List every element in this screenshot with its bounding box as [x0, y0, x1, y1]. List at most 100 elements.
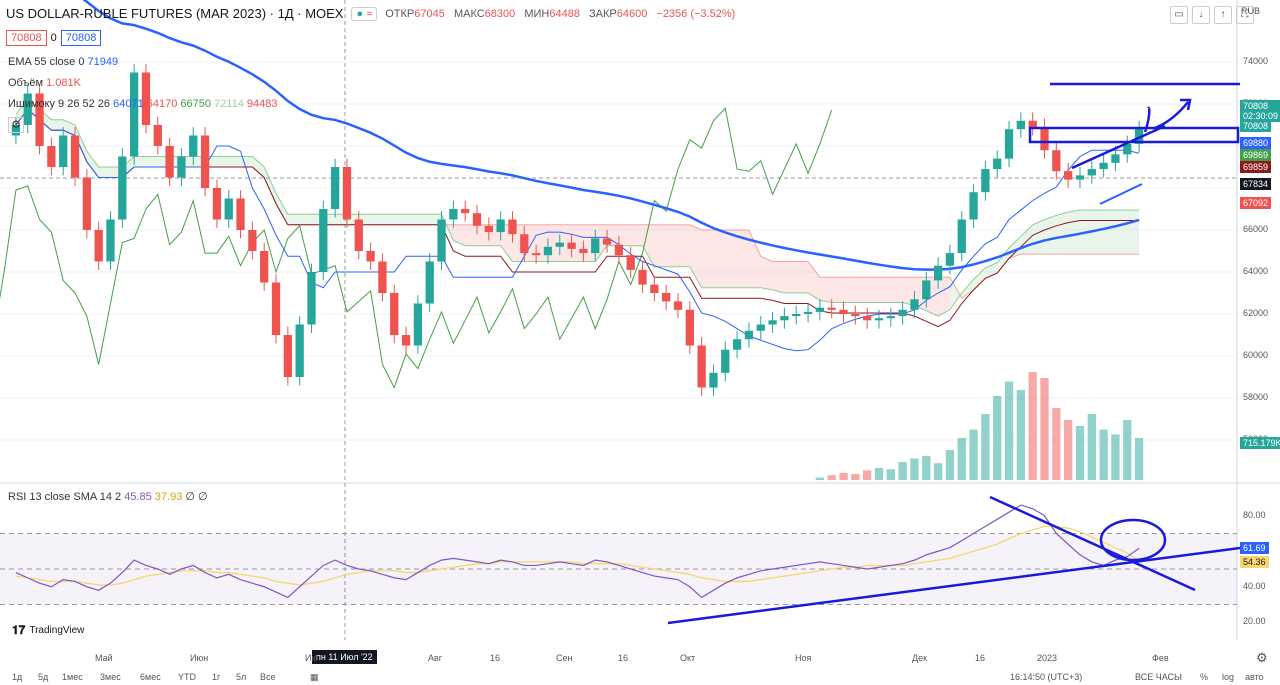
volume-bar [1052, 408, 1061, 480]
crosshair-date: пн 11 Июл '22 [312, 650, 377, 664]
volume-legend[interactable]: Объём 1.081K [8, 77, 81, 89]
candle-body [626, 255, 635, 270]
ichimoku-legend[interactable]: Ишимоку 9 26 52 26 64071 64170 66750 721… [8, 98, 278, 110]
candle-body [496, 219, 505, 233]
rsi-legend[interactable]: RSI 13 close SMA 14 2 45.85 37.93 ∅ ∅ [8, 491, 208, 503]
x-tick-label: Сен [556, 653, 573, 663]
ichimoku-cloud-segment [216, 156, 229, 167]
ichimoku-cloud-segment [796, 261, 809, 293]
ema-legend[interactable]: EMA 55 close 0 71949 [8, 56, 119, 68]
price-tag: 69880 [1240, 137, 1272, 149]
candle-body [271, 282, 281, 335]
volume-bar [874, 468, 884, 480]
candle-body [236, 198, 245, 230]
ema-55-line [82, 0, 1140, 271]
candle-body [697, 345, 706, 388]
candle-body [945, 253, 955, 266]
candle-body [141, 72, 151, 125]
candle-body [401, 335, 411, 346]
tf-5d[interactable]: 5д [38, 672, 49, 682]
ichimoku-cloud-segment [264, 167, 277, 204]
ichimoku-cloud-segment [417, 214, 430, 225]
tf-6m[interactable]: 6мес [140, 672, 161, 682]
ichimoku-cloud-segment [772, 261, 785, 293]
status-pill[interactable]: ● ≈ [351, 6, 378, 21]
tf-1y[interactable]: 1г [212, 672, 221, 682]
candle-body [1123, 143, 1132, 155]
ichimoku-cloud-segment [902, 277, 915, 306]
percent-button[interactable]: % [1200, 672, 1209, 682]
volume-bar [898, 462, 907, 480]
candle-body [957, 219, 966, 254]
price-tick-label: 66000 [1243, 224, 1269, 234]
maximize-icon[interactable]: ⛶ [1236, 6, 1254, 24]
tf-5y[interactable]: 5л [236, 672, 247, 682]
pane-toolbar: ▭ ↓ ↑ ⛶ [1170, 6, 1254, 24]
drawn-rsi-resistance [989, 495, 1196, 592]
chart-header: US DOLLAR-RUBLE FUTURES (MAR 2023) · 1Д … [6, 6, 741, 21]
candle-body [118, 156, 127, 220]
candle-body [756, 324, 765, 331]
volume-bar [839, 472, 848, 480]
candle-body [283, 335, 292, 377]
settings-icon[interactable]: ⚙ [8, 117, 24, 133]
candle-body [307, 272, 316, 325]
price-tick-label: 64000 [1243, 266, 1269, 276]
x-tick-label: 16 [490, 653, 501, 663]
gear-icon[interactable]: ⚙ [1256, 650, 1268, 665]
tf-ytd[interactable]: YTD [178, 672, 196, 682]
calendar-icon[interactable]: ▦ [310, 672, 319, 682]
collapse-icon[interactable]: ▭ [1170, 6, 1188, 24]
bid-button[interactable]: 70808 [6, 30, 47, 46]
price-tag: 69859 [1240, 161, 1272, 173]
tf-1m[interactable]: 1мес [62, 672, 83, 682]
volume-bar [969, 429, 978, 480]
candle-body [744, 330, 754, 340]
spread-value: 0 [50, 32, 57, 44]
volume-bar [1040, 378, 1049, 480]
volume-bar [886, 469, 895, 480]
price-tick-label: 74000 [1243, 56, 1269, 66]
rsi-tick-label: 40.00 [1243, 580, 1266, 591]
candle-body [922, 280, 931, 300]
ichimoku-cloud-segment [878, 277, 891, 303]
auto-button[interactable]: авто [1245, 672, 1264, 682]
price-tag: 69869 [1240, 149, 1272, 161]
candle-body [531, 253, 541, 256]
tf-1d[interactable]: 1д [12, 672, 23, 682]
move-up-icon[interactable]: ↑ [1214, 6, 1232, 24]
candle-body [366, 251, 375, 262]
candle-body [330, 167, 340, 209]
candle-body [827, 307, 836, 310]
candle-body [461, 209, 470, 214]
candle-body [378, 261, 387, 293]
ichimoku-cloud-segment [819, 277, 832, 303]
candle-body [993, 158, 1002, 170]
candle-body [933, 265, 943, 281]
ask-button[interactable]: 70808 [60, 30, 102, 46]
candle-body [721, 349, 730, 373]
candle-body [969, 192, 978, 220]
symbol-title[interactable]: US DOLLAR-RUBLE FUTURES (MAR 2023) · 1Д … [6, 6, 344, 21]
ichimoku-cloud-segment [1020, 224, 1033, 255]
price-tag: 70808 02:30:09 [1240, 100, 1280, 122]
ichimoku-cloud-segment [949, 277, 962, 310]
candle-body [260, 251, 269, 283]
ichimoku-cloud-segment [855, 277, 868, 303]
volume-bar [945, 450, 955, 480]
tf-3m[interactable]: 3мес [100, 672, 121, 682]
ichimoku-cloud-segment [252, 156, 265, 178]
log-button[interactable]: log [1222, 672, 1235, 682]
tf-all[interactable]: Все [260, 672, 276, 682]
ichimoku-cloud-segment [1115, 210, 1128, 255]
session-button[interactable]: ВСЕ ЧАСЫ [1135, 672, 1182, 682]
drawn-range-box [1028, 126, 1240, 144]
move-down-icon[interactable]: ↓ [1192, 6, 1210, 24]
ichimoku-cloud-segment [1044, 215, 1057, 255]
candle-body [319, 209, 328, 272]
tradingview-logo[interactable]: 𝟏𝟕 TradingView [12, 623, 85, 637]
currency-label[interactable]: RUB [1240, 6, 1260, 16]
ichimoku-cloud-segment [677, 224, 690, 267]
price-tag: 70808 [1240, 120, 1272, 132]
